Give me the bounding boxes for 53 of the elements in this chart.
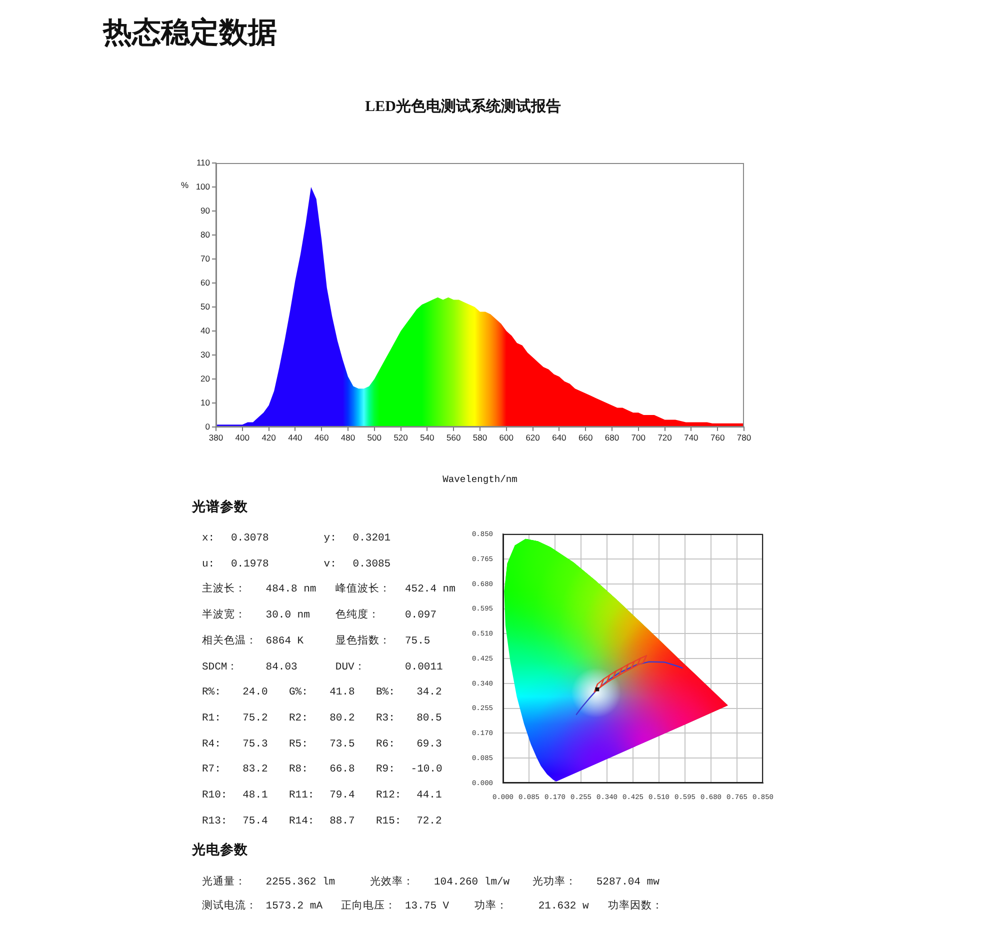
y-tick-label: 80 [200,229,210,240]
y-tick-label: 10 [200,397,210,408]
chart-subtitle: LED光色电测试系统测试报告 [365,98,561,116]
x-tick-label: 660 [578,432,593,442]
y-tick-label: 30 [200,349,210,360]
x-tick-label: 700 [631,432,646,442]
x-tick-label: 400 [235,432,250,442]
x-tick-label: 520 [394,432,408,442]
text: R%: 24.0 G%: 41.8 B%: 34.2 [202,686,442,699]
x-tick-label: 620 [526,432,540,442]
y-tick-label: 70 [200,253,210,264]
x-tick-label: 640 [552,432,567,442]
x-tick-label: 480 [340,432,356,442]
text: R7: 83.2 R8: 66.8 R9: -10.0 [202,764,442,776]
x-tick-label: 600 [499,432,514,442]
y-tick-label: 100 [196,181,210,192]
x-tick-label: 720 [658,432,672,442]
x-tick-label: 780 [736,432,752,442]
x-tick-label: 540 [420,432,435,442]
x-tick-label: 440 [288,432,303,442]
y-tick-label: 0 [205,421,210,432]
text: 测试电流： 1573.2 mA 正向电压： 13.75 V 功率： 21.632 w 功率因数： [202,900,663,912]
text: 相关色温： 6864 K 显色指数： 75.5 [202,635,430,648]
text: x: 0.3078 y: 0.3201 [202,532,391,544]
text: u: 0.1978 v: 0.3085 [202,558,391,570]
text: 光通量： 2255.362 lm 光效率： 104.260 lm/w 光功率： 5287.04 mw [202,876,660,888]
x-tick-label: 760 [710,432,725,442]
y-tick-label: 20 [200,373,210,384]
x-tick-label: 500 [367,432,382,442]
x-tick-label: 680 [604,432,620,442]
text: R4: 75.3 R5: 73.5 R6: 69.3 [202,738,442,750]
y-axis-title: % [181,180,189,190]
x-tick-label: 740 [684,432,699,442]
text: 光电参数 [192,842,248,858]
x-tick-label: 580 [472,432,488,442]
x-tick-label: 380 [208,432,224,442]
y-tick-label: 90 [200,205,210,216]
text: R10: 48.1 R11: 79.4 R12: 44.1 [202,789,442,802]
text: 主波长： 484.8 nm 峰值波长： 452.4 nm [202,584,456,596]
x-tick-label: 420 [262,432,276,442]
y-tick-label: 60 [200,277,210,288]
y-tick-label: 40 [200,325,210,336]
y-tick-label: 110 [196,157,210,168]
text: R1: 75.2 R2: 80.2 R3: 80.5 [202,712,442,724]
x-tick-label: 460 [314,432,329,442]
x-axis-title: Wavelength/nm [442,474,518,486]
x-tick-label: 560 [446,432,461,442]
text: R13: 75.4 R14: 88.7 R15: 72.2 [202,815,442,828]
y-tick-label: 50 [200,301,210,312]
text: 光谱参数 [192,499,248,516]
chart-title: 热态稳定数据 [103,15,277,49]
text: 半波宽： 30.0 nm 色纯度： 0.097 [202,610,436,622]
text: SDCM： 84.03 DUV： 0.0011 [202,660,443,673]
